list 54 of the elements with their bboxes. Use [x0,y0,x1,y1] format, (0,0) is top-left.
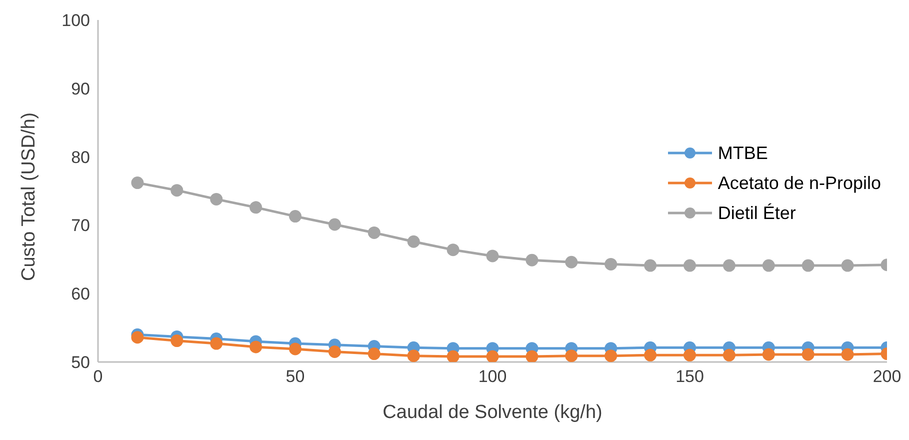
point [762,259,775,272]
y-tick-label: 70 [71,216,90,236]
legend-label: Dietil Éter [718,202,796,224]
point [486,350,499,362]
x-tick-label: 50 [286,367,305,386]
point [486,250,499,262]
y-tick-label: 100 [62,11,90,30]
point [722,259,736,272]
point [328,218,341,231]
point [170,184,184,197]
point [210,337,223,350]
point [684,259,696,272]
x-axis-title: Caudal de Solvente (kg/h) [382,402,602,423]
point [684,348,696,362]
point [368,348,380,360]
point [250,340,262,354]
y-tick-label: 60 [71,284,90,304]
point [526,254,538,266]
point [841,348,854,361]
y-tick-label: 50 [71,353,90,372]
y-axis-title: Custo Total (USD/h) [18,112,40,281]
legend-label: MTBE [718,142,768,164]
point [289,342,302,356]
point [368,226,380,239]
point [565,256,578,268]
point [210,192,223,206]
point [841,259,854,272]
point [328,345,341,358]
point [722,348,736,362]
point [131,176,144,190]
point [526,350,538,362]
point [446,350,460,362]
x-tick-label: 0 [93,367,103,386]
x-tick-label: 100 [478,367,507,386]
point [289,210,302,223]
point [802,348,814,361]
point [407,235,420,248]
point [250,201,262,214]
point [407,350,420,362]
point [131,331,144,344]
legend-label: Acetato de n-Propilo [718,172,881,194]
point [170,334,184,348]
x-tick-label: 200 [872,367,902,386]
point [565,350,578,362]
point [644,259,657,272]
point [446,244,460,256]
point [644,348,657,362]
point [604,350,618,362]
point [762,348,775,361]
x-tick-label: 150 [676,367,704,386]
point [604,258,618,270]
y-tick-label: 90 [71,79,90,98]
y-tick-label: 80 [71,148,90,167]
point [802,259,814,272]
